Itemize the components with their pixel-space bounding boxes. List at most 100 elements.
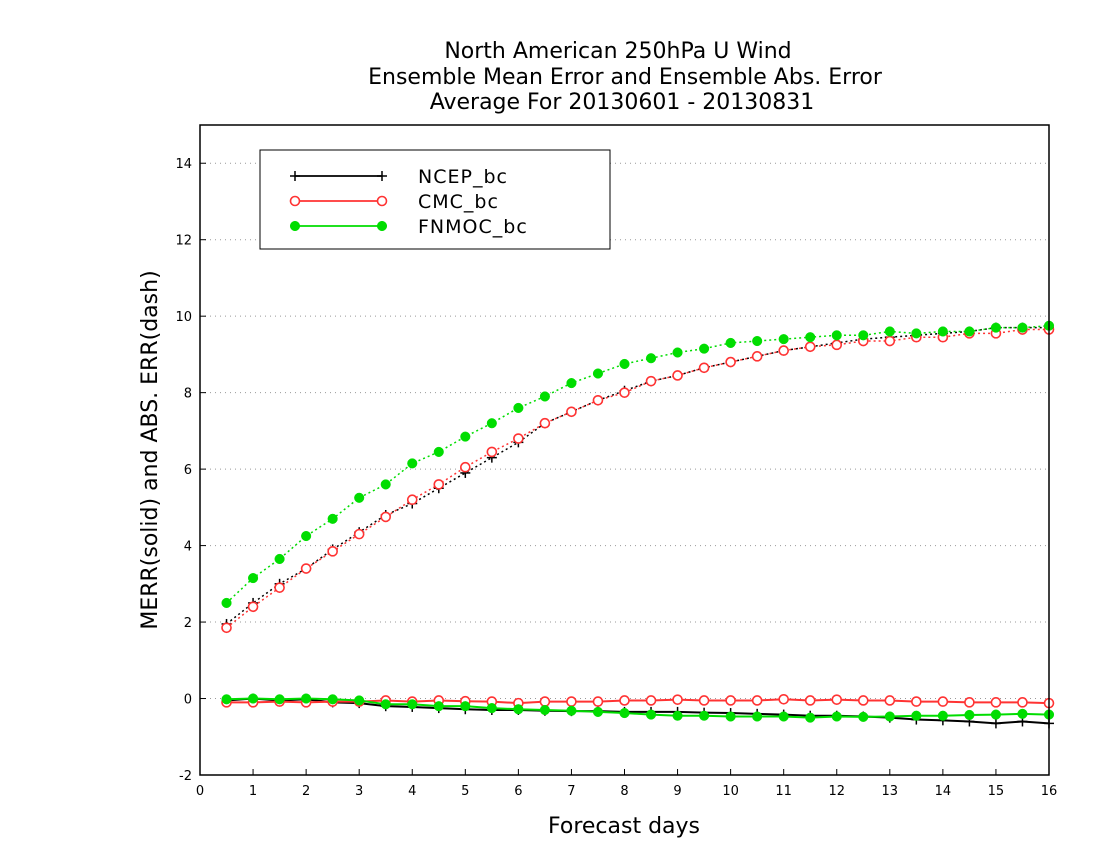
merr-point bbox=[513, 704, 524, 715]
abs-err-point bbox=[380, 511, 392, 523]
merr-point bbox=[645, 709, 657, 720]
merr-point bbox=[327, 694, 338, 705]
merr-point bbox=[990, 697, 1002, 708]
legend-item-fnmoc-bc: FNMOC_bc bbox=[289, 216, 528, 238]
abs-err-point bbox=[1017, 322, 1028, 333]
abs-err-line-fnmoc-bc bbox=[226, 324, 1050, 604]
abs-err-point bbox=[645, 353, 657, 364]
abs-err-point bbox=[592, 394, 604, 406]
series-layer bbox=[221, 320, 1055, 729]
x-tick-label: 6 bbox=[514, 784, 522, 799]
abs-err-point bbox=[513, 433, 524, 444]
series-fnmoc-bc bbox=[221, 320, 1055, 723]
merr-point bbox=[354, 695, 365, 706]
merr-point bbox=[937, 696, 949, 707]
merr-point bbox=[884, 695, 896, 706]
abs-err-point bbox=[301, 530, 312, 542]
y-tick-label: 4 bbox=[184, 540, 192, 555]
merr-point bbox=[884, 711, 895, 722]
merr-point bbox=[539, 696, 551, 707]
y-tick-label: 6 bbox=[184, 463, 192, 478]
abs-err-point bbox=[884, 335, 896, 347]
y-tick-label: 0 bbox=[184, 693, 192, 708]
merr-point bbox=[460, 701, 471, 712]
abs-err-point bbox=[248, 573, 259, 584]
y-tick-label: 2 bbox=[184, 616, 192, 631]
merr-point bbox=[831, 711, 842, 722]
merr-point bbox=[619, 708, 630, 719]
abs-err-line-cmc-bc bbox=[226, 328, 1049, 629]
title-line-1: North American 250hPa U Wind bbox=[444, 39, 791, 64]
abs-err-point bbox=[513, 402, 524, 413]
x-tick-label: 8 bbox=[620, 784, 628, 799]
abs-err-point bbox=[805, 332, 816, 343]
x-tick-label: 0 bbox=[196, 784, 204, 799]
abs-err-point bbox=[274, 582, 285, 593]
merr-point bbox=[778, 711, 789, 722]
merr-point bbox=[221, 694, 232, 705]
legend-box bbox=[259, 149, 611, 250]
merr-point bbox=[752, 711, 763, 722]
abs-err-point bbox=[725, 356, 736, 368]
x-tick-label: 15 bbox=[988, 784, 1005, 799]
merr-point bbox=[937, 710, 948, 721]
abs-err-point bbox=[539, 417, 551, 429]
merr-point bbox=[911, 710, 922, 721]
chart-title: North American 250hPa U Wind Ensemble Me… bbox=[368, 39, 883, 115]
abs-err-point bbox=[831, 330, 842, 341]
abs-err-line-ncep-bc bbox=[226, 326, 1049, 625]
y-axis-label: MERR(solid) and ABS. ERR(dash) bbox=[138, 270, 163, 629]
abs-err-point bbox=[221, 622, 232, 634]
merr-point bbox=[964, 697, 975, 708]
x-tick-label: 11 bbox=[775, 784, 792, 799]
y-axis: -2 0 2 4 6 8 10 12 14 bbox=[175, 157, 206, 784]
merr-point bbox=[301, 693, 312, 704]
abs-err-point bbox=[751, 351, 763, 362]
abs-err-point bbox=[354, 492, 365, 503]
abs-err-point bbox=[990, 322, 1001, 333]
merr-point bbox=[433, 701, 444, 712]
legend-items: NCEP_bc CMC_bc FNMOC_bc bbox=[289, 166, 528, 238]
abs-err-point bbox=[645, 375, 657, 387]
abs-err-point bbox=[300, 563, 312, 574]
abs-err-point bbox=[407, 458, 418, 469]
abs-err-point bbox=[380, 479, 391, 490]
x-tick-label: 1 bbox=[249, 784, 257, 799]
merr-point bbox=[778, 693, 789, 705]
abs-err-point bbox=[539, 391, 550, 402]
abs-err-point bbox=[752, 335, 763, 347]
abs-err-point bbox=[486, 418, 497, 429]
merr-point bbox=[990, 709, 1001, 720]
merr-point bbox=[619, 695, 630, 706]
abs-err-point bbox=[327, 546, 338, 557]
legend: NCEP_bc CMC_bc FNMOC_bc bbox=[259, 149, 611, 250]
abs-err-point bbox=[778, 334, 789, 345]
x-tick-label: 16 bbox=[1041, 784, 1058, 799]
y-tick-label: -2 bbox=[179, 769, 192, 784]
abs-err-point bbox=[937, 326, 948, 337]
merr-point bbox=[380, 699, 391, 710]
abs-err-point bbox=[486, 446, 498, 458]
merr-point bbox=[274, 694, 285, 705]
abs-err-point bbox=[858, 330, 869, 341]
x-tick-label: 2 bbox=[302, 784, 310, 799]
y-tick-label: 12 bbox=[175, 234, 192, 249]
y-tick-label: 8 bbox=[184, 387, 192, 402]
abs-err-point bbox=[698, 362, 710, 374]
abs-err-point bbox=[672, 347, 683, 358]
merr-point bbox=[857, 695, 869, 706]
legend-label: FNMOC_bc bbox=[418, 216, 528, 238]
merr-point bbox=[672, 710, 683, 721]
x-axis-label: Forecast days bbox=[548, 814, 700, 839]
x-tick-label: 12 bbox=[828, 784, 845, 799]
abs-err-point bbox=[911, 328, 922, 339]
abs-err-point bbox=[406, 494, 418, 506]
abs-err-point bbox=[831, 339, 843, 351]
abs-err-point bbox=[221, 597, 232, 608]
merr-point bbox=[964, 709, 975, 721]
abs-err-point bbox=[672, 370, 683, 381]
merr-point bbox=[1017, 708, 1028, 719]
abs-err-point bbox=[566, 406, 577, 418]
legend-marker bbox=[376, 220, 388, 232]
